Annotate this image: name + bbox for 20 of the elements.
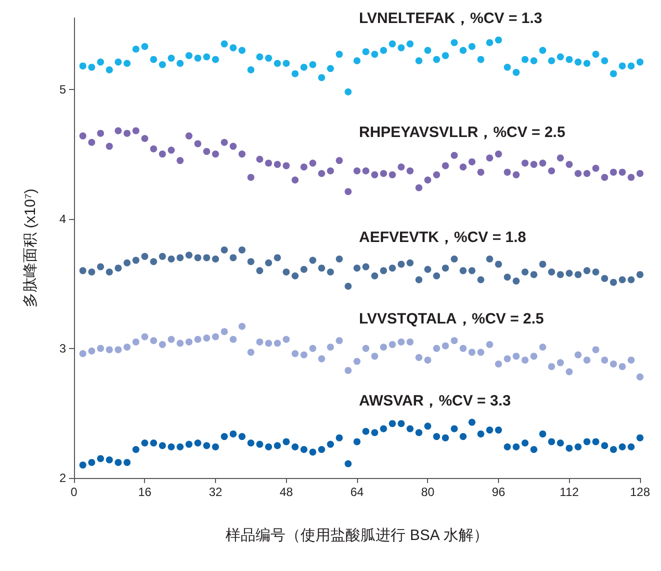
x-tick-label: 48 <box>280 485 294 499</box>
x-tick-label: 0 <box>70 485 78 499</box>
series-label: LVNELTEFAK，%CV = 1.3 <box>358 10 542 28</box>
x-tick-label: 64 <box>350 485 364 499</box>
y-tick-label: 3 <box>59 341 66 356</box>
x-tick-label: 80 <box>421 485 435 499</box>
y-tick-label: 5 <box>59 82 66 96</box>
x-axis-title: 样品编号（使用盐酸胍进行 BSA 水解） <box>226 527 488 544</box>
y-tick-label: 4 <box>59 212 66 226</box>
series-label: RHPEYAVSVLLR，%CV = 2.5 <box>358 124 566 142</box>
series-label: AEFVEVTK，%CV = 1.8 <box>358 229 526 246</box>
x-tick-label: 128 <box>630 485 650 499</box>
series-label: LVVSTQTALA，%CV = 2.5 <box>358 310 544 328</box>
x-tick-label: 112 <box>560 485 580 499</box>
x-tick-label: 32 <box>208 485 222 499</box>
y-tick-label: 2 <box>59 471 66 485</box>
x-tick-label: 16 <box>138 485 152 499</box>
y-axis-title: 多肽峰面积 (x10⁷) <box>22 188 39 308</box>
x-tick-label: 96 <box>492 485 506 499</box>
series-label: AWSVAR，%CV = 3.3 <box>358 392 511 410</box>
